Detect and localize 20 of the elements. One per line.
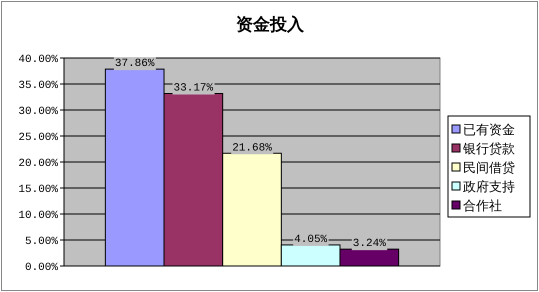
data-label: 3.24% xyxy=(352,238,386,250)
y-tick-label: 15.00% xyxy=(18,184,58,196)
y-tick-label: 35.00% xyxy=(18,80,58,92)
y-tick-label: 30.00% xyxy=(18,106,58,118)
legend-label: 已有资金 xyxy=(463,123,515,138)
legend-label: 民间借贷 xyxy=(463,161,515,176)
data-label: 4.05% xyxy=(294,234,328,246)
legend-label: 银行贷款 xyxy=(462,142,515,157)
y-tick-label: 20.00% xyxy=(18,158,58,170)
data-label: 37.86% xyxy=(114,58,155,70)
y-tick-label: 0.00% xyxy=(24,262,58,274)
y-tick-label: 25.00% xyxy=(18,132,58,144)
y-tick-label: 40.00% xyxy=(18,54,58,66)
y-tick-label: 5.00% xyxy=(24,236,58,248)
legend-label: 合作社 xyxy=(463,199,502,214)
y-tick-label: 10.00% xyxy=(18,210,58,222)
legend-label: 政府支持 xyxy=(463,179,515,195)
data-label: 33.17% xyxy=(174,82,214,95)
title: 资金投入 xyxy=(236,15,304,35)
data-label: 21.68% xyxy=(232,142,272,154)
